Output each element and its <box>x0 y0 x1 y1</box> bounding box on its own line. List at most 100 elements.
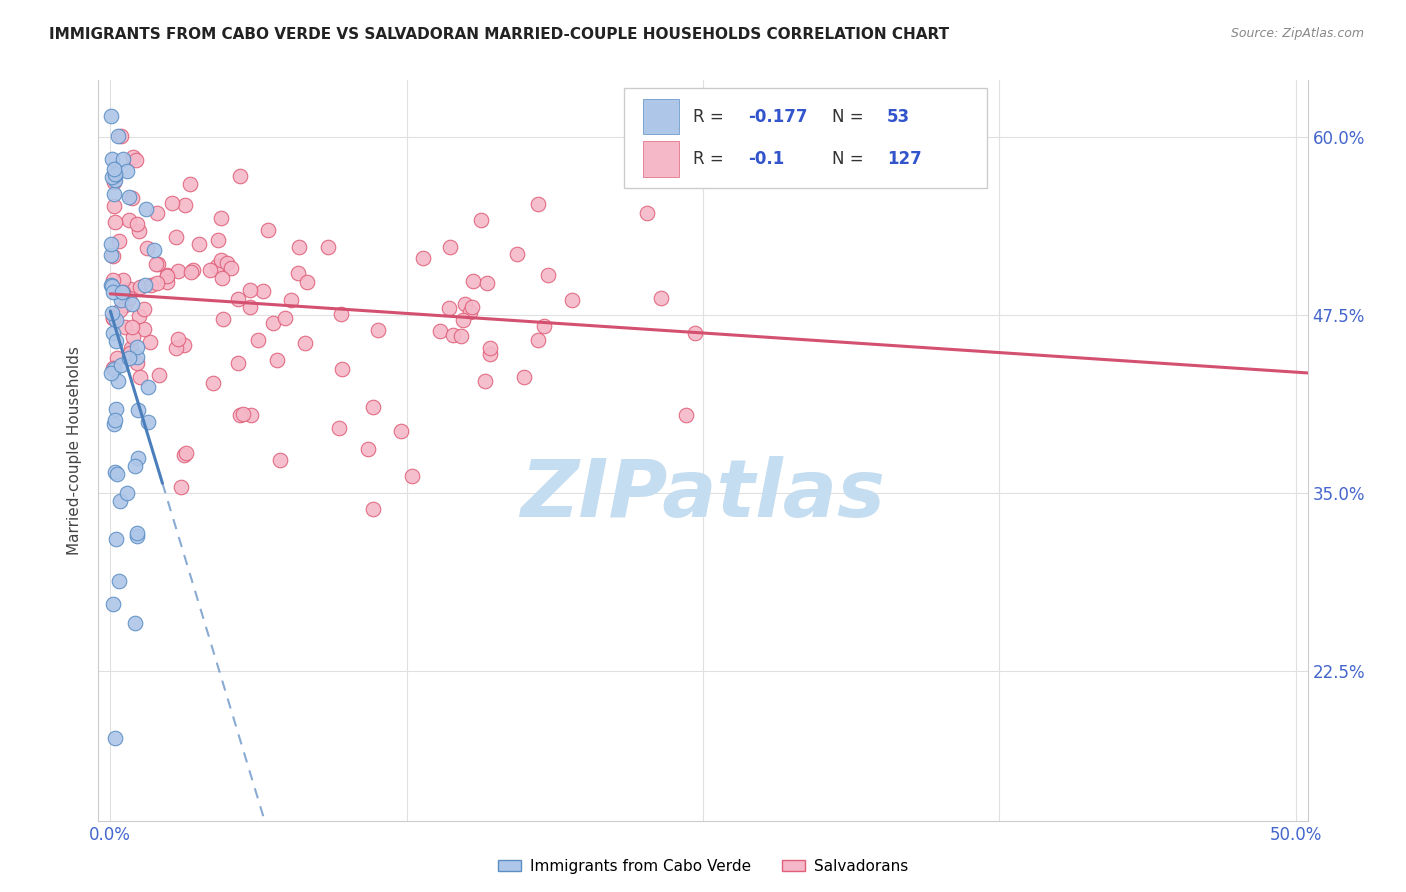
Point <box>156 269 179 284</box>
Point <box>105 351 128 366</box>
Point <box>330 307 353 321</box>
Point <box>239 408 262 422</box>
Point <box>628 139 651 153</box>
Point <box>104 413 127 427</box>
Point <box>134 322 156 336</box>
Point <box>561 293 583 308</box>
Point <box>118 346 141 360</box>
Point <box>108 494 131 508</box>
Point <box>229 169 252 183</box>
Point <box>125 525 148 540</box>
Point <box>117 486 139 500</box>
Text: 127: 127 <box>887 150 921 168</box>
Point <box>215 256 238 270</box>
Point <box>441 327 464 342</box>
Point <box>173 448 195 462</box>
Point <box>121 297 143 311</box>
Point <box>257 222 280 236</box>
Point <box>207 233 229 247</box>
Point <box>101 279 124 293</box>
Point <box>173 338 195 352</box>
Point <box>141 278 163 293</box>
Point <box>437 301 460 315</box>
Point <box>103 187 125 202</box>
Point <box>110 358 132 372</box>
Point <box>160 195 183 210</box>
Point <box>134 278 156 293</box>
Point <box>229 408 252 422</box>
Point <box>112 285 135 299</box>
Point <box>104 334 127 349</box>
Point <box>101 360 124 375</box>
Point <box>121 190 143 204</box>
Point <box>128 309 150 323</box>
Point <box>114 319 136 334</box>
Point <box>526 196 548 211</box>
Text: 53: 53 <box>887 108 910 126</box>
Point <box>101 306 124 320</box>
Point <box>202 376 225 390</box>
Text: N =: N = <box>832 108 869 126</box>
Point <box>226 293 249 307</box>
Point <box>103 175 125 189</box>
Text: IMMIGRANTS FROM CABO VERDE VS SALVADORAN MARRIED-COUPLE HOUSEHOLDS CORRELATION C: IMMIGRANTS FROM CABO VERDE VS SALVADORAN… <box>49 27 949 42</box>
Point <box>104 533 127 547</box>
Point <box>121 320 143 334</box>
Text: R =: R = <box>693 108 730 126</box>
Point <box>506 247 529 261</box>
Point <box>101 285 124 299</box>
Point <box>252 284 274 298</box>
Point <box>101 310 124 325</box>
Point <box>118 212 141 227</box>
Point <box>105 467 128 481</box>
Point <box>439 239 461 253</box>
Legend: Immigrants from Cabo Verde, Salvadorans: Immigrants from Cabo Verde, Salvadorans <box>492 853 914 880</box>
Point <box>287 240 309 254</box>
Point <box>165 229 187 244</box>
Point <box>117 351 139 366</box>
Point <box>167 332 190 346</box>
Point <box>124 615 146 630</box>
Point <box>537 268 560 283</box>
Point <box>636 206 658 220</box>
Point <box>104 731 127 746</box>
Point <box>100 366 122 380</box>
Point <box>124 459 146 474</box>
Point <box>127 528 149 542</box>
Point <box>104 215 127 229</box>
Text: ZIPatlas: ZIPatlas <box>520 456 886 534</box>
FancyBboxPatch shape <box>643 99 679 135</box>
Point <box>148 368 170 382</box>
Point <box>112 152 135 166</box>
Point <box>100 109 122 123</box>
Point <box>262 316 284 330</box>
Point <box>266 352 288 367</box>
Point <box>117 164 139 178</box>
Point <box>287 266 309 280</box>
Point <box>104 172 127 186</box>
Point <box>110 293 132 307</box>
Point <box>461 301 484 315</box>
Point <box>239 300 262 314</box>
Point <box>361 502 384 516</box>
Point <box>211 270 233 285</box>
Point <box>188 236 211 251</box>
Point <box>100 277 122 292</box>
Text: -0.1: -0.1 <box>748 150 785 168</box>
Point <box>143 243 166 257</box>
Point <box>125 218 148 232</box>
Point <box>112 273 135 287</box>
Text: R =: R = <box>693 150 730 168</box>
Point <box>280 293 302 307</box>
Point <box>247 333 270 347</box>
Point <box>316 240 339 254</box>
Point <box>454 297 477 311</box>
Point <box>478 347 501 361</box>
FancyBboxPatch shape <box>643 141 679 177</box>
Point <box>228 356 250 370</box>
Point <box>104 167 127 181</box>
Point <box>165 341 187 355</box>
Point <box>125 153 148 168</box>
Point <box>361 400 384 414</box>
Point <box>209 252 232 267</box>
